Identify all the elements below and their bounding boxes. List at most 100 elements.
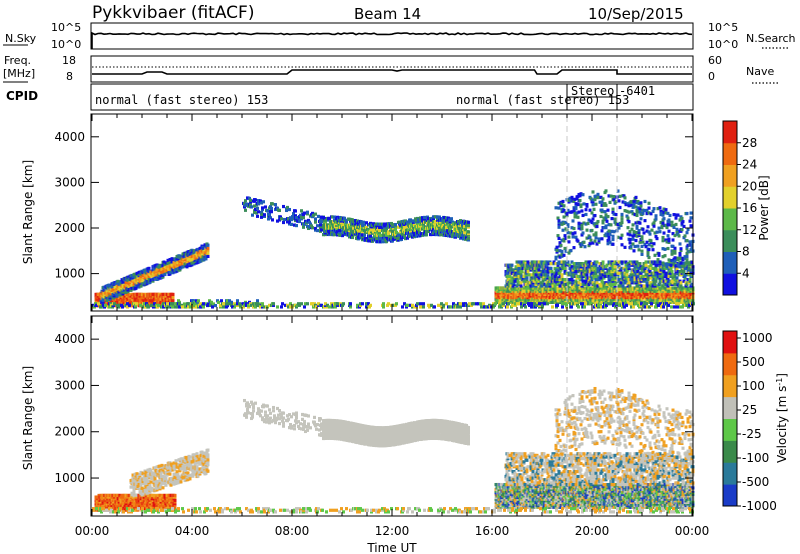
- power-cell: [201, 255, 205, 259]
- power-cell: [594, 271, 598, 275]
- power-cell: [587, 243, 591, 248]
- power-cell: [605, 282, 609, 286]
- power-cell: [595, 242, 599, 246]
- power-cell: [653, 260, 657, 264]
- power-cell: [625, 273, 629, 277]
- power-cell: [582, 221, 586, 225]
- power-cell: [261, 206, 264, 210]
- power-cell: [412, 230, 415, 234]
- power-cell: [183, 302, 186, 306]
- power-cell: [117, 290, 121, 294]
- power-cell: [322, 218, 325, 222]
- power-cell: [600, 229, 604, 233]
- power-cell: [597, 237, 601, 241]
- power-cell: [579, 192, 583, 196]
- power-cell: [560, 281, 564, 285]
- power-cell: [568, 281, 572, 285]
- power-cell: [557, 260, 561, 264]
- power-cell: [606, 208, 610, 212]
- power-cell: [609, 276, 613, 280]
- power-cell: [557, 225, 561, 229]
- power-cell: [584, 208, 588, 212]
- power-cell: [294, 214, 297, 218]
- power-cell: [365, 237, 368, 241]
- power-cell: [362, 220, 365, 224]
- power-cell: [457, 220, 460, 224]
- power-cell: [517, 263, 521, 267]
- power-cell: [463, 219, 466, 224]
- power-cell: [599, 276, 603, 280]
- power-cell: [413, 233, 416, 237]
- power-cell: [302, 225, 305, 229]
- power-cell: [623, 268, 627, 272]
- power-cell: [614, 212, 618, 217]
- power-cell: [109, 292, 113, 296]
- power-cell: [593, 260, 597, 264]
- power-cell: [141, 278, 145, 283]
- power-cell: [367, 229, 370, 233]
- power-cell: [540, 273, 544, 277]
- power-cell: [654, 263, 658, 267]
- power-cell: [656, 271, 660, 275]
- power-cell: [254, 207, 257, 212]
- power-cell: [185, 265, 189, 269]
- power-cell: [572, 199, 576, 203]
- power-cell: [375, 222, 378, 226]
- power-cell: [515, 260, 519, 264]
- power-cell: [259, 199, 262, 203]
- power-cell: [370, 228, 373, 232]
- power-cell: [299, 213, 302, 217]
- power-cell: [559, 203, 563, 208]
- power-cell: [617, 199, 621, 203]
- power-cell: [184, 252, 188, 257]
- power-cell: [576, 202, 580, 207]
- power-cell: [579, 203, 583, 207]
- power-cell: [379, 236, 382, 241]
- power-cell: [425, 233, 428, 237]
- power-cell: [419, 222, 422, 226]
- power-cell: [537, 273, 541, 277]
- power-cell: [290, 218, 293, 222]
- power-cell: [139, 284, 143, 288]
- power-cell: [665, 265, 669, 269]
- power-cell: [578, 198, 582, 203]
- power-cell: [560, 238, 564, 242]
- station-title: Pykkvibaer (fitACF): [92, 3, 254, 23]
- power-cell: [520, 270, 524, 274]
- power-cell: [584, 222, 588, 226]
- power-cell: [168, 270, 172, 274]
- power-cell: [612, 212, 616, 216]
- power-cell: [608, 200, 612, 204]
- power-cell: [381, 240, 384, 244]
- power-cell: [682, 279, 686, 283]
- power-cell: [566, 281, 570, 285]
- power-cell: [236, 299, 239, 303]
- power-cell: [453, 225, 456, 229]
- power-cell: [611, 237, 615, 242]
- power-cell: [425, 230, 428, 234]
- power-cell: [257, 202, 260, 206]
- power-cell: [594, 263, 598, 267]
- power-cell: [661, 276, 665, 280]
- power-cell: [561, 277, 565, 282]
- power-cell: [363, 224, 366, 228]
- power-cell: [640, 284, 644, 288]
- power-cell: [210, 300, 213, 304]
- power-cell: [262, 200, 265, 204]
- power-cell: [248, 196, 251, 201]
- power-cell: [345, 218, 348, 222]
- power-cell: [620, 266, 624, 271]
- power-cell: [244, 208, 247, 212]
- power-cell: [206, 254, 210, 259]
- power-cell: [671, 273, 675, 277]
- power-cell: [270, 206, 273, 211]
- power-cell: [596, 219, 600, 224]
- power-cell: [612, 198, 616, 202]
- power-cell: [600, 200, 604, 204]
- power-cell: [199, 246, 203, 250]
- power-cell: [464, 234, 467, 238]
- noise-tick-top-right: 10^5: [708, 21, 738, 34]
- power-cell: [394, 227, 397, 231]
- power-cell: [662, 279, 666, 283]
- power-cell: [249, 203, 252, 207]
